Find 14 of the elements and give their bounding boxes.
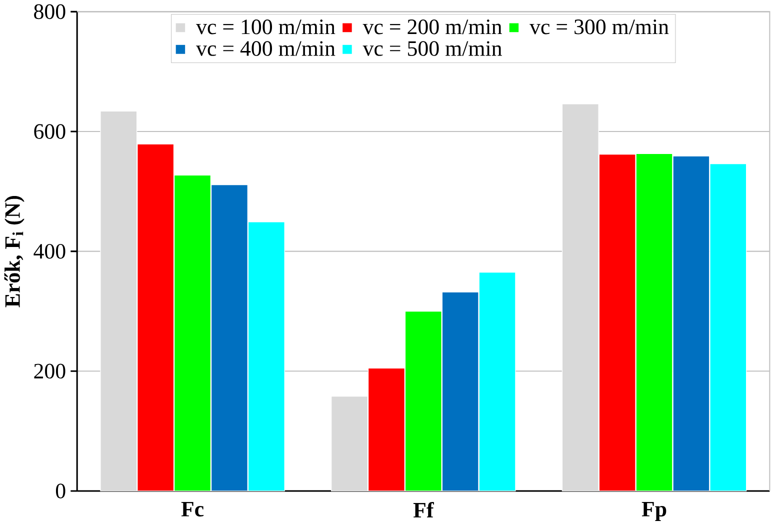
legend-label: vc = 400 m/min (196, 41, 336, 56)
x-tick-label: Fc (181, 502, 204, 516)
y-tick-label: 400 (34, 244, 66, 259)
legend-label: vc = 500 m/min (362, 41, 502, 56)
legend-label: vc = 200 m/min (362, 19, 502, 34)
legend-label: vc = 300 m/min (530, 19, 669, 34)
y-tick-label: 0 (56, 483, 66, 498)
text: Erők, F$_{i}$ (N) (4, 196, 24, 308)
y-tick-label: 800 (34, 4, 66, 19)
x-tick-label: Ff (413, 502, 434, 518)
y-tick-label: 600 (34, 124, 66, 139)
legend-label: vc = 100 m/min (196, 19, 336, 34)
y-tick-label: 200 (34, 364, 66, 378)
x-tick-label: Fp (642, 502, 666, 521)
